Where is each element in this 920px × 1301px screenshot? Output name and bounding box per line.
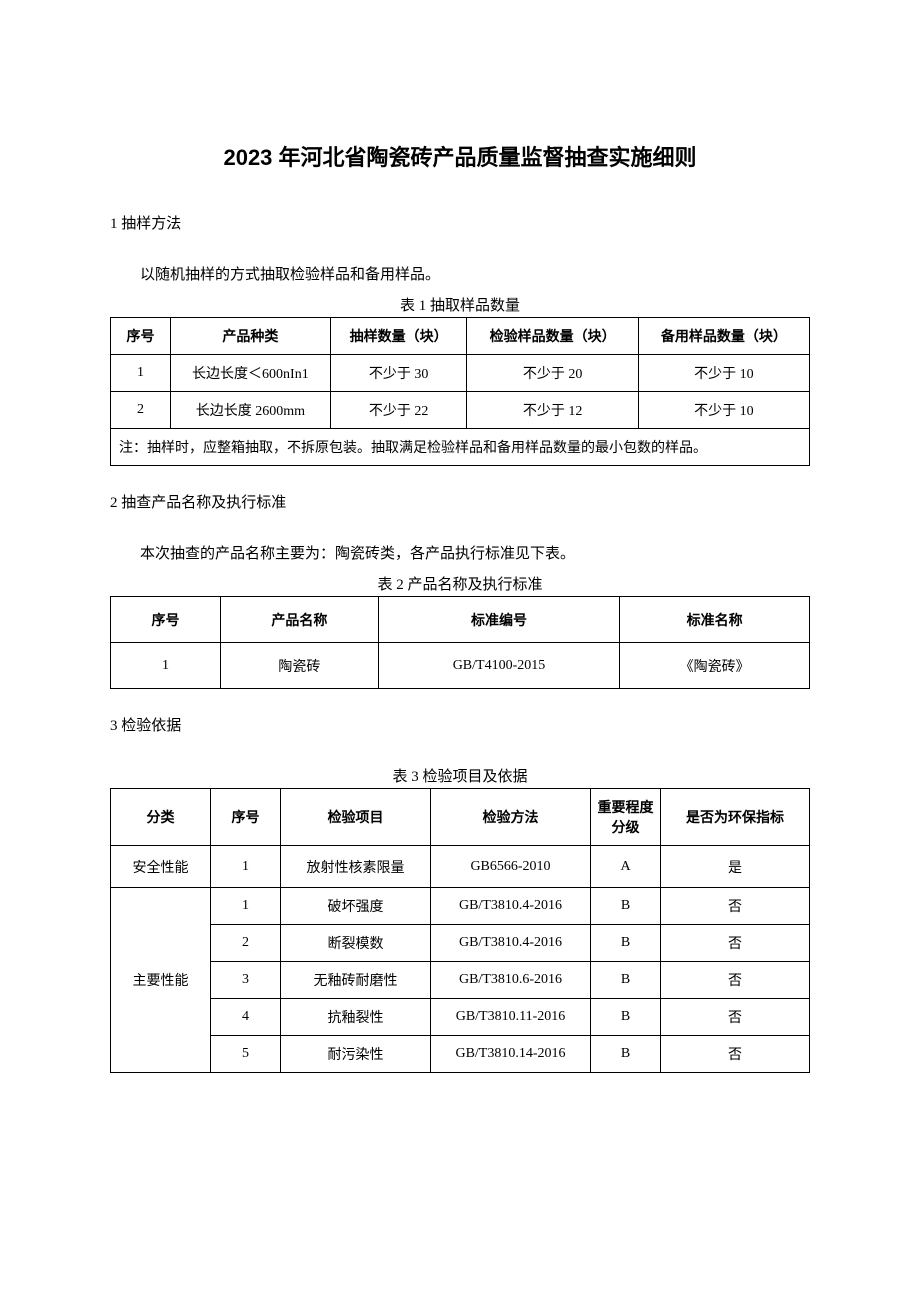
cell-method: GB/T3810.6-2016: [431, 962, 591, 999]
section1-heading: 1 抽样方法: [110, 212, 810, 233]
cell-item: 破坏强度: [281, 888, 431, 925]
cell-sample-qty: 不少于 30: [330, 355, 467, 392]
section2-heading: 2 抽查产品名称及执行标准: [110, 491, 810, 512]
cell-category: 主要性能: [111, 888, 211, 1073]
cell-standard-name: 《陶瓷砖》: [620, 643, 810, 689]
table1-caption: 表 1 抽取样品数量: [110, 294, 810, 315]
cell-importance: B: [591, 1036, 661, 1073]
col-header: 检验项目: [281, 789, 431, 846]
col-header: 是否为环保指标: [661, 789, 810, 846]
col-header: 标准编号: [378, 597, 619, 643]
table3-caption: 表 3 检验项目及依据: [110, 765, 810, 786]
table-row: 4 抗釉裂性 GB/T3810.11-2016 B 否: [111, 999, 810, 1036]
cell-importance: B: [591, 888, 661, 925]
cell-item: 无釉砖耐磨性: [281, 962, 431, 999]
cell-category: 长边长度＜600nIn1: [171, 355, 331, 392]
cell-seq: 5: [211, 1036, 281, 1073]
table-row: 安全性能 1 放射性核素限量 GB6566-2010 A 是: [111, 846, 810, 888]
cell-method: GB/T3810.14-2016: [431, 1036, 591, 1073]
cell-seq: 1: [111, 355, 171, 392]
cell-method: GB/T3810.11-2016: [431, 999, 591, 1036]
col-header: 重要程度分级: [591, 789, 661, 846]
table-row: 主要性能 1 破坏强度 GB/T3810.4-2016 B 否: [111, 888, 810, 925]
table-note: 注：抽样时，应整箱抽取，不拆原包装。抽取满足检验样品和备用样品数量的最小包数的样…: [111, 429, 810, 466]
table-row: 2 断裂模数 GB/T3810.4-2016 B 否: [111, 925, 810, 962]
cell-backup-qty: 不少于 10: [638, 392, 809, 429]
cell-importance: B: [591, 999, 661, 1036]
table-row: 1 长边长度＜600nIn1 不少于 30 不少于 20 不少于 10: [111, 355, 810, 392]
col-header: 分类: [111, 789, 211, 846]
cell-env: 否: [661, 962, 810, 999]
col-header: 序号: [111, 597, 221, 643]
cell-item: 放射性核素限量: [281, 846, 431, 888]
cell-seq: 2: [111, 392, 171, 429]
cell-seq: 4: [211, 999, 281, 1036]
table2-caption: 表 2 产品名称及执行标准: [110, 573, 810, 594]
section1-body: 以随机抽样的方式抽取检验样品和备用样品。: [110, 263, 810, 284]
col-header: 产品种类: [171, 318, 331, 355]
cell-product-name: 陶瓷砖: [221, 643, 379, 689]
cell-method: GB/T3810.4-2016: [431, 888, 591, 925]
cell-seq: 2: [211, 925, 281, 962]
cell-item: 断裂模数: [281, 925, 431, 962]
table-header-row: 序号 产品种类 抽样数量（块） 检验样品数量（块） 备用样品数量（块）: [111, 318, 810, 355]
cell-importance: B: [591, 925, 661, 962]
table-row: 5 耐污染性 GB/T3810.14-2016 B 否: [111, 1036, 810, 1073]
table1-sampling-quantity: 序号 产品种类 抽样数量（块） 检验样品数量（块） 备用样品数量（块） 1 长边…: [110, 317, 810, 466]
table-row: 3 无釉砖耐磨性 GB/T3810.6-2016 B 否: [111, 962, 810, 999]
cell-backup-qty: 不少于 10: [638, 355, 809, 392]
cell-env: 否: [661, 888, 810, 925]
table3-inspection-items: 分类 序号 检验项目 检验方法 重要程度分级 是否为环保指标 安全性能 1 放射…: [110, 788, 810, 1073]
cell-seq: 3: [211, 962, 281, 999]
col-header: 序号: [111, 318, 171, 355]
col-header: 检验方法: [431, 789, 591, 846]
cell-test-qty: 不少于 12: [467, 392, 638, 429]
cell-env: 否: [661, 925, 810, 962]
cell-env: 是: [661, 846, 810, 888]
col-header: 产品名称: [221, 597, 379, 643]
col-header: 检验样品数量（块）: [467, 318, 638, 355]
cell-item: 耐污染性: [281, 1036, 431, 1073]
section3-heading: 3 检验依据: [110, 714, 810, 735]
cell-method: GB/T3810.4-2016: [431, 925, 591, 962]
cell-sample-qty: 不少于 22: [330, 392, 467, 429]
cell-method: GB6566-2010: [431, 846, 591, 888]
cell-seq: 1: [211, 846, 281, 888]
cell-importance: B: [591, 962, 661, 999]
cell-seq: 1: [211, 888, 281, 925]
document-title: 2023 年河北省陶瓷砖产品质量监督抽查实施细则: [110, 140, 810, 172]
table-row: 2 长边长度 2600mm 不少于 22 不少于 12 不少于 10: [111, 392, 810, 429]
cell-category: 长边长度 2600mm: [171, 392, 331, 429]
table-header-row: 分类 序号 检验项目 检验方法 重要程度分级 是否为环保指标: [111, 789, 810, 846]
col-header: 序号: [211, 789, 281, 846]
col-header: 备用样品数量（块）: [638, 318, 809, 355]
cell-seq: 1: [111, 643, 221, 689]
section2-body: 本次抽查的产品名称主要为：陶瓷砖类，各产品执行标准见下表。: [110, 542, 810, 563]
cell-env: 否: [661, 999, 810, 1036]
cell-item: 抗釉裂性: [281, 999, 431, 1036]
table-row: 1 陶瓷砖 GB/T4100-2015 《陶瓷砖》: [111, 643, 810, 689]
cell-standard-code: GB/T4100-2015: [378, 643, 619, 689]
cell-test-qty: 不少于 20: [467, 355, 638, 392]
col-header: 标准名称: [620, 597, 810, 643]
table-note-row: 注：抽样时，应整箱抽取，不拆原包装。抽取满足检验样品和备用样品数量的最小包数的样…: [111, 429, 810, 466]
cell-category: 安全性能: [111, 846, 211, 888]
cell-importance: A: [591, 846, 661, 888]
col-header: 抽样数量（块）: [330, 318, 467, 355]
table2-product-standards: 序号 产品名称 标准编号 标准名称 1 陶瓷砖 GB/T4100-2015 《陶…: [110, 596, 810, 689]
cell-env: 否: [661, 1036, 810, 1073]
table-header-row: 序号 产品名称 标准编号 标准名称: [111, 597, 810, 643]
